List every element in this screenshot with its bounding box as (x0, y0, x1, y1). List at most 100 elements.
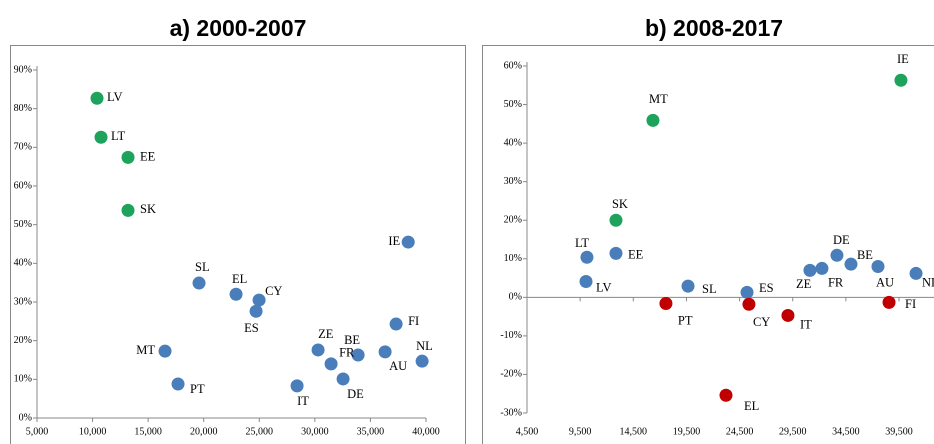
point-label: SK (612, 197, 628, 211)
x-tick-label: 10,000 (79, 426, 107, 437)
y-tick-label: 60% (504, 60, 522, 71)
point (229, 287, 243, 301)
y-tick-label: 40% (504, 137, 522, 148)
point (742, 297, 756, 311)
point (171, 377, 185, 391)
point-label: DE (347, 387, 364, 401)
y-tick-label: -30% (500, 407, 522, 418)
x-tick-label: 39,500 (885, 426, 913, 437)
x-tick-label: 5,000 (26, 426, 49, 437)
point-label: FR (828, 275, 844, 289)
point (830, 248, 844, 262)
x-tick-label: 15,000 (134, 426, 162, 437)
y-tick-label: 40% (14, 258, 32, 269)
x-tick-label: 4,500 (516, 426, 539, 437)
y-tick-label: -10% (500, 330, 522, 341)
point-label: EL (232, 272, 247, 286)
point (882, 295, 896, 309)
point (324, 357, 338, 371)
y-tick-label: 20% (14, 335, 32, 346)
point-label: CY (265, 284, 282, 298)
point-label: FI (408, 314, 419, 328)
point-label: ZE (318, 327, 334, 341)
x-tick-label: 40,000 (412, 426, 440, 437)
point-label: AU (389, 359, 407, 373)
point-label: LT (111, 129, 125, 143)
point (909, 266, 923, 280)
point-label: EE (628, 247, 644, 261)
point (94, 130, 108, 144)
y-tick-label: 60% (14, 180, 32, 191)
point-label: ZE (796, 277, 812, 291)
point (121, 150, 135, 164)
point (252, 293, 266, 307)
point-label: EL (744, 399, 759, 413)
point (894, 73, 908, 87)
point (579, 275, 593, 289)
point-label: NL (922, 275, 934, 289)
point (90, 91, 104, 105)
point (121, 203, 135, 217)
point-label: SK (140, 202, 156, 216)
x-tick-label: 35,000 (357, 426, 385, 437)
y-tick-label: 30% (14, 296, 32, 307)
point (803, 263, 817, 277)
point-label: LT (575, 236, 589, 250)
point (401, 235, 415, 249)
point (580, 250, 594, 264)
point (815, 261, 829, 275)
point (336, 372, 350, 386)
chart-title: a) 2000-2007 (170, 15, 307, 41)
point-label: EE (140, 149, 156, 163)
point-label: SL (195, 260, 210, 274)
point (351, 348, 365, 362)
point-label: LV (596, 280, 612, 294)
point-label: LV (107, 90, 123, 104)
x-tick-label: 24,500 (726, 426, 754, 437)
y-tick-label: 10% (14, 374, 32, 385)
point (659, 297, 673, 311)
point (415, 354, 429, 368)
point-label: SL (702, 282, 717, 296)
point (378, 345, 392, 359)
x-tick-label: 9,500 (569, 426, 592, 437)
point-label: CY (753, 315, 770, 329)
point (781, 308, 795, 322)
x-tick-label: 20,000 (190, 426, 218, 437)
x-tick-label: 14,500 (620, 426, 648, 437)
point-label: BE (344, 333, 360, 347)
point-label: NL (416, 339, 433, 353)
point (389, 317, 403, 331)
panel-frame (10, 45, 466, 444)
chart-title: b) 2008-2017 (645, 15, 783, 41)
x-tick-label: 25,000 (246, 426, 274, 437)
point (844, 257, 858, 271)
point (192, 276, 206, 290)
x-tick-label: 30,000 (301, 426, 329, 437)
point-label: FI (905, 297, 916, 311)
point-label: PT (190, 382, 205, 396)
point-label: DE (833, 233, 850, 247)
point-label: ES (759, 281, 774, 295)
y-tick-label: 0% (509, 292, 522, 303)
y-tick-label: 90% (14, 64, 32, 75)
point-label: IE (388, 234, 400, 248)
point (871, 259, 885, 273)
y-tick-label: -20% (500, 369, 522, 380)
point-label: IE (897, 52, 909, 66)
point-label: ES (244, 321, 259, 335)
y-tick-label: 30% (504, 176, 522, 187)
point (158, 344, 172, 358)
point (311, 343, 325, 357)
y-tick-label: 80% (14, 103, 32, 114)
point-label: MT (649, 92, 668, 106)
panel-frame (482, 45, 934, 444)
point (249, 304, 263, 318)
point (719, 388, 733, 402)
point-label: FR (339, 346, 355, 360)
point-label: IT (800, 317, 812, 331)
x-tick-label: 19,500 (673, 426, 701, 437)
x-tick-label: 29,500 (779, 426, 807, 437)
point (290, 379, 304, 393)
